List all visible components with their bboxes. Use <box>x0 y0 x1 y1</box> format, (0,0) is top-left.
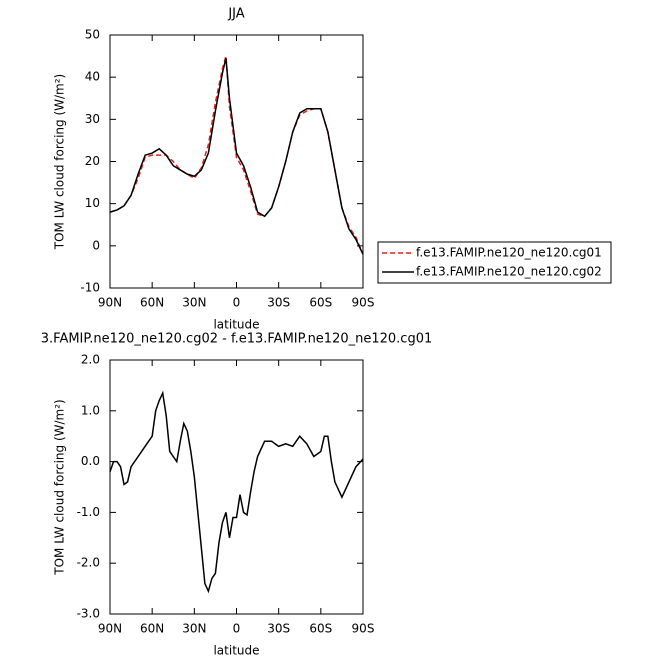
y-tick-label: 50 <box>85 28 100 42</box>
y-tick-label: -3.0 <box>77 607 100 621</box>
x-tick-label: 0 <box>233 622 241 636</box>
x-tick-label: 90N <box>98 622 122 636</box>
y-tick-label: 0.0 <box>81 454 100 468</box>
x-tick-label: 0 <box>233 296 241 310</box>
x-tick-label: 60S <box>309 622 332 636</box>
x-tick-label: 30N <box>182 622 206 636</box>
legend-label: f.e13.FAMIP.ne120_ne120.cg02 <box>416 265 602 279</box>
y-tick-label: 10 <box>85 196 100 210</box>
chart-title: JJA <box>227 7 244 22</box>
y-tick-label: -10 <box>80 281 100 295</box>
chart-title: 3.FAMIP.ne120_ne120.cg02 - f.e13.FAMIP.n… <box>41 332 433 347</box>
legend-label: f.e13.FAMIP.ne120_ne120.cg01 <box>416 246 602 260</box>
x-tick-label: 30N <box>182 296 206 310</box>
y-tick-label: 1.0 <box>81 403 100 417</box>
y-tick-label: 20 <box>85 154 100 168</box>
x-tick-label: 90S <box>352 296 375 310</box>
x-tick-label: 60N <box>140 296 164 310</box>
x-tick-label: 90N <box>98 296 122 310</box>
legend-box <box>377 241 612 284</box>
plot-frame <box>109 34 364 289</box>
y-tick-label: -2.0 <box>77 556 100 570</box>
y-tick-label: 30 <box>85 112 100 126</box>
x-axis-label: latitude <box>213 318 259 332</box>
x-tick-label: 90S <box>352 622 375 636</box>
y-tick-label: 40 <box>85 70 100 84</box>
y-tick-label: 2.0 <box>81 353 100 367</box>
x-axis-label: latitude <box>213 644 259 658</box>
plot-frame <box>109 359 364 615</box>
data-line <box>109 390 364 594</box>
y-axis-label: TOM LW cloud forcing (W/m²) <box>53 74 67 251</box>
legend: f.e13.FAMIP.ne120_ne120.cg01 f.e13.FAMIP.… <box>377 241 612 284</box>
y-tick-label: 0 <box>92 238 100 252</box>
x-tick-label: 30S <box>267 296 290 310</box>
data-line <box>109 55 364 255</box>
x-tick-label: 60S <box>309 296 332 310</box>
x-tick-label: 30S <box>267 622 290 636</box>
y-tick-label: -1.0 <box>77 505 100 519</box>
x-tick-label: 60N <box>140 622 164 636</box>
y-axis-label: TOM LW cloud forcing (W/m²) <box>53 399 67 576</box>
data-line <box>109 58 364 255</box>
